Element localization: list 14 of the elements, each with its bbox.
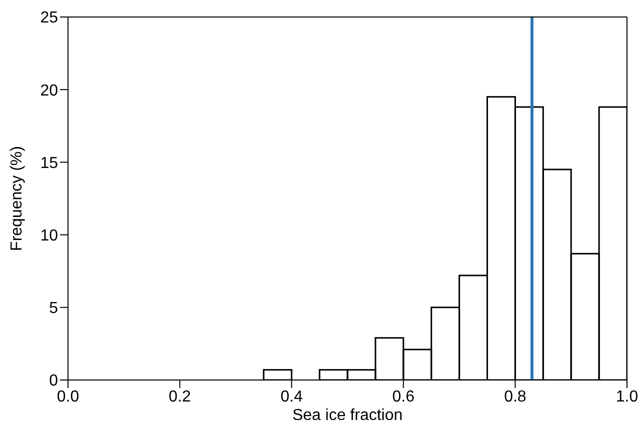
y-tick-label: 20 [40, 82, 58, 100]
y-tick-label: 10 [40, 227, 58, 244]
x-tick-label: 0.4 [280, 388, 303, 406]
y-axis-title: Frequency (%) [8, 146, 26, 251]
x-tick-label: 0.2 [168, 388, 192, 406]
y-tick-label: 5 [49, 300, 58, 318]
x-tick-label: 0.6 [392, 388, 415, 406]
y-tick-label: 25 [40, 10, 58, 27]
x-tick-label: 0.8 [504, 388, 526, 406]
y-tick-label: 15 [40, 154, 58, 172]
x-axis-title: Sea ice fraction [292, 407, 403, 424]
y-tick-label: 0 [49, 372, 58, 390]
x-tick-label: 0.0 [56, 388, 80, 406]
x-tick-label: 1.0 [616, 388, 638, 406]
